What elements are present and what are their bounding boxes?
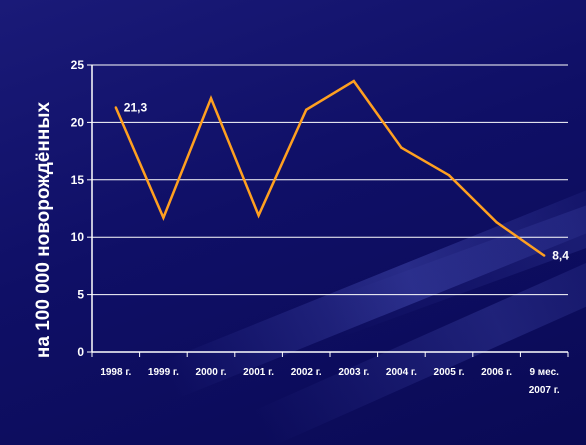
y-tick-label: 25 [71,58,85,72]
data-point [257,214,260,217]
x-tick-label: 2002 г. [291,367,322,378]
series-line [114,79,545,257]
x-tick-label: 9 мес. 2007 г. [529,367,560,396]
x-tick-label: 2003 г. [338,367,369,378]
y-tick-label: 5 [77,288,84,302]
x-tick-label: 2001 г. [243,367,274,378]
x-tick-label: 2005 г. [434,367,465,378]
x-tick-label: 2006 г. [481,367,512,378]
x-tick-label: 1999 г. [148,367,179,378]
y-tick-label: 15 [71,173,85,187]
data-point [209,97,213,100]
data-point [114,106,118,109]
y-tick-label: 0 [77,345,84,359]
data-point [162,216,165,219]
x-tick-label: 2000 г. [196,367,227,378]
x-tick-label: 1998 г. [100,367,131,378]
data-point [305,108,308,111]
data-label: 8,4 [552,249,569,263]
y-tick-label: 20 [71,115,85,129]
y-axis-label: на 100 000 новорождённых [33,101,54,359]
data-point [352,79,355,83]
data-label: 21,3 [124,100,148,114]
y-tick-label: 10 [71,230,85,244]
data-point [543,254,546,257]
data-point [400,146,403,149]
data-point [447,174,451,177]
x-tick-label: 2004 г. [386,367,417,378]
data-point [495,221,498,224]
